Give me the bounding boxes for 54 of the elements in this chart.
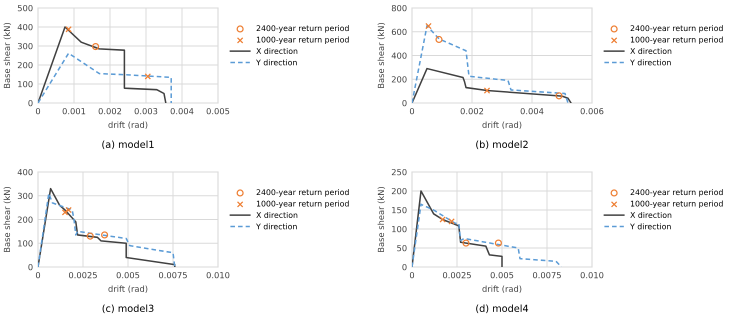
x-tick-label: 0.006 xyxy=(580,108,604,114)
x-tick-label: 0 xyxy=(410,272,414,278)
x-tick-label: 0.010 xyxy=(580,272,604,278)
y-axis-title: Base shear (kN) xyxy=(4,187,12,252)
y-tick-label: 600 xyxy=(392,28,407,36)
y-tick-label: 0 xyxy=(402,264,407,270)
y-tick-label: 0 xyxy=(28,264,33,270)
x-tick-label: 0.0025 xyxy=(68,272,97,278)
y-tick-label: 200 xyxy=(18,62,33,68)
y-tick-label: 400 xyxy=(392,52,407,59)
y-axis-title: Base shear (kN) xyxy=(4,23,12,88)
x-tick-label: 0.002 xyxy=(460,108,484,114)
x-axis-title: drift (rad) xyxy=(482,121,522,129)
y-tick-label: 50 xyxy=(397,244,407,252)
x-tick-label: 0.005 xyxy=(206,108,230,114)
text: (d) model4 xyxy=(476,304,528,314)
text: (c) model3 xyxy=(102,304,154,314)
y-tick-label: 100 xyxy=(18,80,33,88)
x-tick-label: 0.003 xyxy=(134,108,158,114)
y-tick-label: 250 xyxy=(392,168,407,176)
y-tick-label: 0 xyxy=(28,100,33,106)
x-tick-label: 0.004 xyxy=(170,108,194,114)
y-tick-label: 200 xyxy=(18,216,33,223)
y-axis-title: Base shear (kN) xyxy=(378,187,386,252)
x-tick-label: 0.005 xyxy=(116,272,140,278)
x-tick-label: 0.002 xyxy=(98,108,122,114)
x-axis-title: drift (rad) xyxy=(482,285,522,293)
x-tick-label: 0 xyxy=(36,272,40,278)
text: (b) model2 xyxy=(476,140,528,150)
y-tick-label: 100 xyxy=(392,226,407,232)
x-tick-label: 0.0025 xyxy=(442,272,471,278)
x-tick-label: 0 xyxy=(410,108,414,114)
x-tick-label: 0.0075 xyxy=(158,272,187,278)
y-tick-label: 400 xyxy=(18,24,33,30)
y-tick-label: 300 xyxy=(18,192,33,200)
x-tick-label: 0.004 xyxy=(520,108,544,114)
y-tick-label: 500 xyxy=(18,4,33,12)
y-axis-title: Base shear (kN) xyxy=(378,23,386,88)
x-axis-title: drift (rad) xyxy=(108,285,148,293)
y-tick-label: 400 xyxy=(18,168,33,176)
x-tick-label: 0.001 xyxy=(62,108,86,114)
y-tick-label: 800 xyxy=(392,4,407,12)
y-tick-label: 300 xyxy=(18,42,33,50)
x-tick-label: 0.010 xyxy=(206,272,230,278)
text: (a) model1 xyxy=(102,140,154,150)
y-tick-label: 0 xyxy=(402,100,407,106)
x-tick-label: 0.0075 xyxy=(532,272,561,278)
x-tick-label: 0 xyxy=(36,108,40,114)
x-tick-label: 0.005 xyxy=(490,272,514,278)
y-tick-label: 200 xyxy=(392,76,407,83)
x-axis-title: drift (rad) xyxy=(108,121,148,129)
y-tick-label: 200 xyxy=(392,188,407,194)
y-tick-label: 100 xyxy=(18,240,33,247)
y-tick-label: 150 xyxy=(392,206,407,214)
